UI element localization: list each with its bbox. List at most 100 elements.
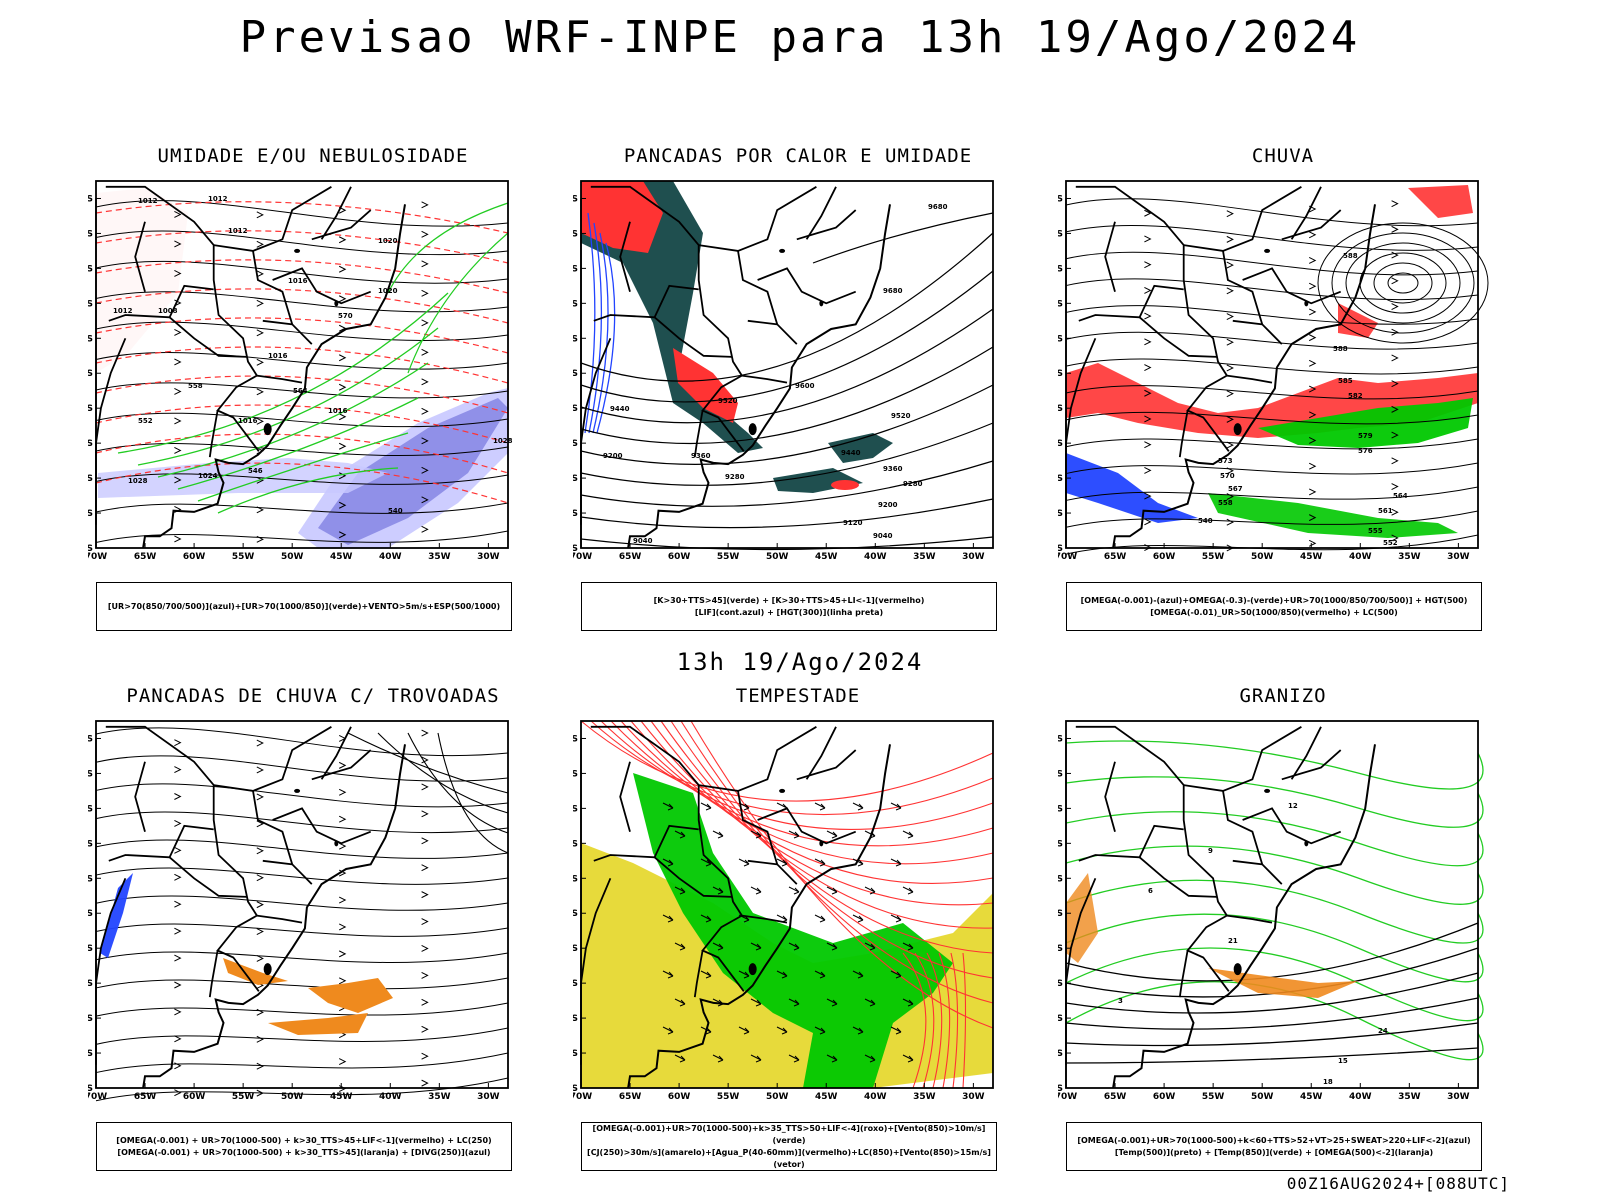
arrow <box>1144 261 1152 269</box>
lon-label: 50W <box>281 552 304 562</box>
wind-vector <box>700 914 712 923</box>
arrow <box>421 756 429 764</box>
arrow <box>1391 200 1399 208</box>
coastline <box>627 744 891 1089</box>
coastline <box>1112 744 1376 1089</box>
wind-vector <box>700 802 712 811</box>
arrow <box>1391 405 1399 413</box>
border-line <box>1222 250 1264 325</box>
mid-date-label: 13h 19/Ago/2024 <box>676 648 924 676</box>
wind-vector <box>750 942 762 951</box>
contour-label: 9680 <box>928 203 948 211</box>
border-line <box>1290 726 1322 780</box>
arrow <box>421 230 429 238</box>
streamline <box>95 783 509 808</box>
temp850-contour <box>1065 740 1484 790</box>
lon-label: 70W <box>1058 552 1077 562</box>
arrow <box>421 496 429 504</box>
lon-label: 70W <box>573 552 592 562</box>
panel-title: GRANIZO <box>1239 685 1327 707</box>
contour-label: 546 <box>248 467 263 475</box>
hgt-contour <box>580 498 994 529</box>
lon-label: 60W <box>668 1092 691 1102</box>
shaded-area <box>1066 453 1198 523</box>
border-line <box>252 250 294 325</box>
lon-label: 40W <box>864 1092 887 1102</box>
lake <box>1304 840 1309 847</box>
legend-line: [OMEGA(-0.01)_UR>50(1000/850)(vermelho) … <box>1150 607 1398 617</box>
wind-vector <box>750 998 762 1007</box>
lon-label: 60W <box>183 552 206 562</box>
coastline <box>142 744 406 1089</box>
legend-line: [UR>70(850/700/500)](azul)+[UR>70(1000/8… <box>107 601 501 611</box>
lat-label: 21S <box>1058 299 1063 309</box>
water-contour <box>938 952 951 1089</box>
lat-label: 24S <box>88 874 93 884</box>
wind-vector <box>674 942 686 951</box>
water-contour <box>630 720 994 884</box>
arrow <box>1144 209 1152 217</box>
border-line <box>1178 950 1189 998</box>
lon-label: 60W <box>1153 1092 1176 1102</box>
contour-label: 9600 <box>795 382 815 390</box>
lake <box>1264 788 1271 793</box>
wind-vector <box>712 942 724 951</box>
arrow <box>338 1058 347 1066</box>
arrow <box>421 378 429 386</box>
lake <box>263 963 272 976</box>
contour-label: 540 <box>388 507 403 515</box>
lat-label: 12S <box>88 194 93 204</box>
humidity-contour <box>197 432 409 502</box>
wind-vector <box>662 802 674 811</box>
streamline <box>95 530 509 543</box>
shaded-area <box>828 433 893 463</box>
arrow <box>338 842 347 850</box>
arrow <box>1308 257 1317 264</box>
shaded-area <box>1208 493 1458 538</box>
panel-tempestade: TEMPESTADE 12S 15S 18S 21S 24S 27S 30S 33S 36S 39… <box>573 685 1023 1171</box>
streamline <box>95 1002 509 1017</box>
arrow <box>256 476 264 484</box>
contour-label: 9360 <box>883 465 903 473</box>
lon-label: 50W <box>1251 1092 1274 1102</box>
arrow <box>256 535 264 543</box>
contour-label: 21 <box>1228 937 1238 945</box>
panel-title: PANCADAS POR CALOR E UMIDADE <box>623 145 973 167</box>
water-contour <box>580 720 994 802</box>
map-pancadas-calor: 12S 15S 18S 21S 24S 27S 30S 33S 36S 39S 42S70W 65W 6… <box>573 180 994 562</box>
border-line <box>311 209 372 241</box>
temp500-contour <box>1065 972 1479 1014</box>
water-contour <box>600 720 994 830</box>
streamline <box>95 867 509 885</box>
arrow <box>338 923 347 931</box>
streamline <box>1065 438 1479 450</box>
lat-label: 21S <box>88 839 93 849</box>
wind-vector <box>902 942 914 951</box>
border-line <box>272 267 372 305</box>
arrow <box>256 1035 264 1043</box>
border-line <box>741 914 788 924</box>
border-line <box>593 824 699 862</box>
lon-label: 50W <box>766 1092 789 1102</box>
lake <box>779 788 786 793</box>
lon-label: 40W <box>379 552 402 562</box>
contour-label: 18 <box>1323 1078 1333 1086</box>
contour-label: 552 <box>138 417 153 425</box>
legend-box: [OMEGA(-0.001)+UR>70(1000-500)+k<60+TTS>… <box>1066 1122 1482 1171</box>
border-line <box>737 790 779 865</box>
lake <box>334 300 339 307</box>
arrow <box>338 383 347 391</box>
pressure-contour <box>1359 252 1447 314</box>
border-line <box>1281 749 1342 781</box>
border-line <box>252 790 294 865</box>
arrow <box>1391 328 1399 336</box>
wind-vector <box>852 802 864 811</box>
wind-vector <box>674 998 686 1007</box>
lat-label: 12S <box>573 194 578 204</box>
arrow <box>338 896 347 904</box>
wind-vector <box>662 970 674 979</box>
arrow <box>256 739 264 747</box>
lat-label: 33S <box>573 979 578 989</box>
streamline <box>95 321 509 341</box>
wind-vector <box>890 802 902 811</box>
